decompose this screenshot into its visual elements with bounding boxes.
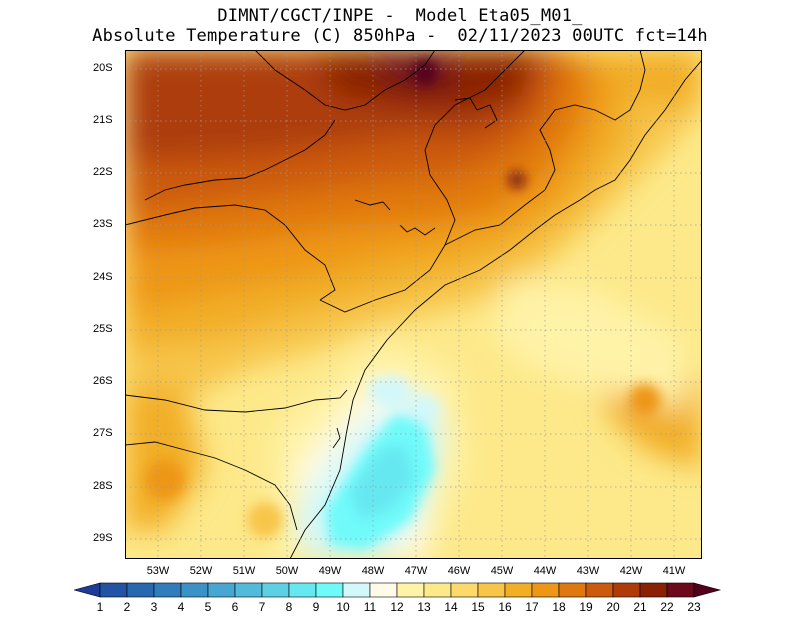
colorbar-segment [99, 582, 128, 598]
colorbar-label-6: 6 [231, 600, 239, 614]
colorbar-label-13: 13 [417, 600, 431, 614]
colorbar-label-22: 22 [660, 600, 674, 614]
lat-label-22S: 22S [93, 166, 113, 178]
map-frame [125, 50, 702, 559]
lon-label-42W: 42W [619, 565, 643, 577]
lon-label-43W: 43W [576, 565, 600, 577]
colorbar-segment [207, 582, 236, 598]
colorbar [74, 582, 722, 598]
lat-label-20S: 20S [93, 62, 113, 74]
colorbar-label-18: 18 [552, 600, 566, 614]
lat-label-26S: 26S [93, 375, 113, 387]
lat-label-21S: 21S [93, 114, 113, 126]
lon-label-44W: 44W [533, 565, 557, 577]
colorbar-segment [612, 582, 641, 598]
lon-label-51W: 51W [232, 565, 256, 577]
colorbar-label-10: 10 [336, 600, 350, 614]
colorbar-segment [261, 582, 290, 598]
colorbar-label-23: 23 [687, 600, 701, 614]
lat-label-28S: 28S [93, 480, 113, 492]
colorbar-segment [504, 582, 533, 598]
temperature-map [125, 50, 702, 559]
colorbar-label-4: 4 [177, 600, 185, 614]
colorbar-segment [531, 582, 560, 598]
lon-label-49W: 49W [318, 565, 342, 577]
map-canvas [125, 50, 702, 559]
colorbar-segment [153, 582, 182, 598]
lat-label-25S: 25S [93, 323, 113, 335]
lat-label-29S: 29S [93, 532, 113, 544]
colorbar-label-17: 17 [525, 600, 539, 614]
colorbar-segment [180, 582, 209, 598]
temperature-field [125, 50, 702, 559]
colorbar-label-11: 11 [363, 600, 377, 614]
colorbar-segment [315, 582, 344, 598]
lon-label-50W: 50W [275, 565, 299, 577]
colorbar-segment [585, 582, 614, 598]
lat-lon-grid [125, 50, 702, 559]
colorbar-label-2: 2 [123, 600, 131, 614]
colorbar-label-7: 7 [258, 600, 266, 614]
colorbar-label-16: 16 [498, 600, 512, 614]
colorbar-label-12: 12 [390, 600, 404, 614]
colorbar-segment [126, 582, 155, 598]
colorbar-segment [234, 582, 263, 598]
colorbar-label-9: 9 [312, 600, 320, 614]
lon-label-45W: 45W [490, 565, 514, 577]
map-title-line-2: Absolute Temperature (C) 850hPa - 02/11/… [92, 26, 708, 46]
map-title-line-1: DIMNT/CGCT/INPE - Model Eta05_M01_ [217, 6, 583, 26]
colorbar-label-21: 21 [633, 600, 647, 614]
colorbar-high-arrow [693, 582, 722, 598]
lon-label-52W: 52W [189, 565, 213, 577]
colorbar-label-19: 19 [579, 600, 593, 614]
colorbar-label-8: 8 [285, 600, 293, 614]
colorbar-segment [477, 582, 506, 598]
lon-label-46W: 46W [447, 565, 471, 577]
lon-label-47W: 47W [404, 565, 428, 577]
colorbar-segment [558, 582, 587, 598]
colorbar-segment [666, 582, 695, 598]
colorbar-segment [396, 582, 425, 598]
colorbar-segment [342, 582, 371, 598]
lat-label-27S: 27S [93, 427, 113, 439]
colorbar-low-arrow [74, 582, 101, 598]
colorbar-label-20: 20 [606, 600, 620, 614]
colorbar-segment [369, 582, 398, 598]
colorbar-segment [450, 582, 479, 598]
colorbar-label-5: 5 [204, 600, 212, 614]
colorbar-label-15: 15 [471, 600, 485, 614]
colorbar-segment [288, 582, 317, 598]
colorbar-segment [639, 582, 668, 598]
colorbar-label-3: 3 [150, 600, 158, 614]
lon-label-53W: 53W [146, 565, 170, 577]
lat-label-23S: 23S [93, 218, 113, 230]
colorbar-label-14: 14 [444, 600, 458, 614]
lon-label-41W: 41W [662, 565, 686, 577]
coastline-and-borders [125, 50, 702, 559]
colorbar-label-1: 1 [96, 600, 104, 614]
lat-label-24S: 24S [93, 271, 113, 283]
lon-label-48W: 48W [361, 565, 385, 577]
colorbar-segment [423, 582, 452, 598]
